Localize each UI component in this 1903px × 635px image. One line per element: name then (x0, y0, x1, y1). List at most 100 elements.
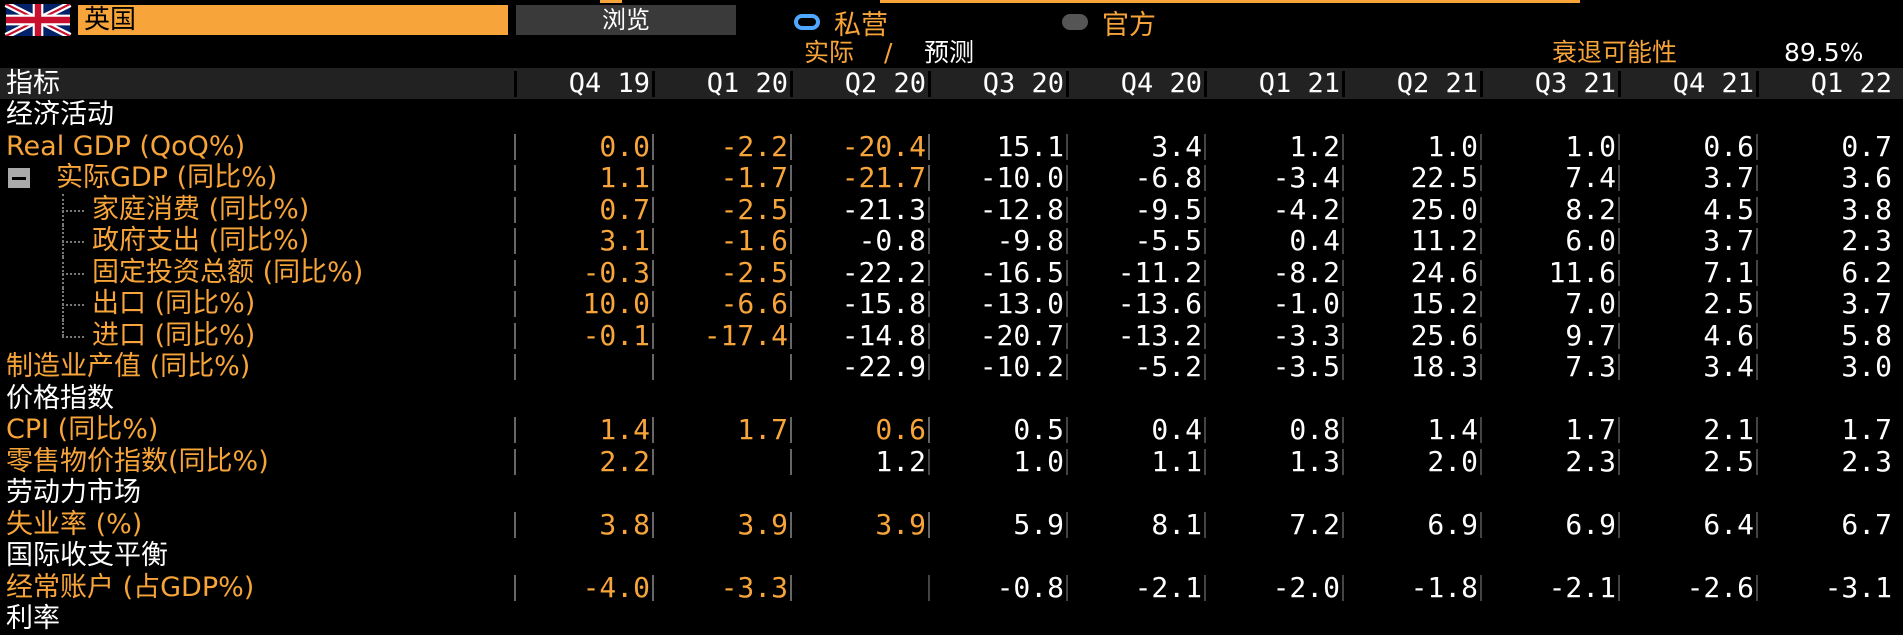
data-cell[interactable]: 1.1 (1151, 444, 1202, 478)
table-row[interactable]: 家庭消费 (同比%) 0.7 -2.5 -21.3 -12.8 -9.5 -4.2 25.0 8… (0, 192, 1903, 226)
data-cell[interactable]: -3.5 (1272, 350, 1340, 383)
data-cell[interactable]: 22.5 (1410, 161, 1478, 194)
table-row[interactable]: 零售物价指数(同比%) 2.2 1.2 1.0 1.1 1.3 2.0 2.3 2.5 2.3 (0, 444, 1903, 478)
data-cell[interactable]: -2.2 (720, 129, 788, 163)
data-cell[interactable]: 3.0 (1841, 350, 1892, 383)
data-cell[interactable]: 3.8 (1841, 192, 1892, 226)
column-header[interactable]: Q1 20 (706, 68, 788, 99)
data-cell[interactable]: 18.3 (1410, 350, 1478, 383)
table-row[interactable]: 实际GDP (同比%) 1.1 -1.7 -21.7 -10.0 -6.8 -3.4 22.5… (0, 162, 1903, 194)
data-cell[interactable]: -22.9 (841, 350, 926, 383)
data-cell[interactable]: 6.2 (1841, 255, 1892, 289)
data-cell[interactable]: 6.9 (1427, 507, 1478, 541)
indicator-label[interactable]: 零售物价指数(同比%) (6, 445, 269, 477)
data-cell[interactable]: 3.7 (1703, 224, 1754, 257)
data-cell[interactable]: -20.7 (979, 318, 1064, 352)
data-cell[interactable]: -2.1 (1548, 570, 1616, 604)
data-cell[interactable]: 15.2 (1410, 287, 1478, 320)
data-cell[interactable]: 11.2 (1410, 224, 1478, 257)
data-cell[interactable]: -5.2 (1134, 350, 1202, 383)
data-cell[interactable]: 6.0 (1565, 224, 1616, 257)
data-cell[interactable]: 5.9 (1013, 507, 1064, 541)
data-cell[interactable]: 2.3 (1841, 444, 1892, 478)
data-cell[interactable]: -22.2 (841, 255, 926, 289)
data-cell[interactable]: 7.4 (1565, 161, 1616, 194)
data-cell[interactable]: 3.7 (1703, 161, 1754, 194)
data-cell[interactable] (664, 351, 788, 383)
data-cell[interactable]: 1.1 (599, 161, 650, 194)
indicator-label[interactable]: 失业率 (%) (6, 508, 143, 540)
data-cell[interactable]: -21.7 (841, 161, 926, 194)
indicator-label[interactable]: 经常账户 (占GDP%) (6, 571, 255, 603)
data-cell[interactable]: 3.1 (599, 224, 650, 257)
data-cell[interactable]: 1.2 (875, 444, 926, 478)
data-cell[interactable]: -17.4 (703, 318, 788, 352)
data-cell[interactable]: -0.8 (996, 570, 1064, 604)
data-cell[interactable]: 8.2 (1565, 192, 1616, 226)
data-cell[interactable]: 6.9 (1565, 507, 1616, 541)
data-cell[interactable]: 2.0 (1427, 444, 1478, 478)
data-cell[interactable]: -13.6 (1117, 287, 1202, 320)
data-cell[interactable]: -3.1 (1824, 570, 1892, 604)
data-cell[interactable]: -9.5 (1134, 192, 1202, 226)
column-header[interactable]: Q1 21 (1258, 68, 1340, 99)
column-header[interactable]: Q2 20 (844, 68, 926, 99)
data-cell[interactable]: 1.3 (1289, 444, 1340, 478)
data-cell[interactable]: 3.9 (875, 507, 926, 541)
data-cell[interactable]: -2.6 (1686, 570, 1754, 604)
data-cell[interactable]: 3.8 (599, 507, 650, 541)
data-cell[interactable]: -6.8 (1134, 161, 1202, 194)
column-header[interactable]: Q4 21 (1672, 68, 1754, 99)
data-cell[interactable]: -13.0 (979, 287, 1064, 320)
data-cell[interactable]: 6.7 (1841, 507, 1892, 541)
data-cell[interactable]: 4.6 (1703, 318, 1754, 352)
column-header[interactable]: Q2 21 (1396, 68, 1478, 99)
data-cell[interactable]: -4.2 (1272, 192, 1340, 226)
table-row[interactable]: 出口 (同比%) 10.0 -6.6 -15.8 -13.0 -13.6 -1.0 15.2 7… (0, 288, 1903, 320)
data-cell[interactable]: 0.8 (1289, 413, 1340, 446)
radio-official[interactable]: 官方 (1062, 8, 1156, 41)
data-cell[interactable]: 2.3 (1841, 224, 1892, 257)
data-cell[interactable]: -1.6 (720, 224, 788, 257)
data-cell[interactable]: 3.4 (1703, 350, 1754, 383)
table-row[interactable]: 政府支出 (同比%) 3.1 -1.6 -0.8 -9.8 -5.5 0.4 11.2 6.0 3… (0, 225, 1903, 257)
data-cell[interactable]: -2.1 (1134, 570, 1202, 604)
data-cell[interactable]: -5.5 (1134, 224, 1202, 257)
indicator-label[interactable]: 进口 (同比%) (92, 319, 256, 351)
data-cell[interactable]: 9.7 (1565, 318, 1616, 352)
data-cell[interactable]: 3.7 (1841, 287, 1892, 320)
data-cell[interactable]: 2.3 (1565, 444, 1616, 478)
data-cell[interactable]: 3.9 (737, 507, 788, 541)
indicator-label[interactable]: 出口 (同比%) (92, 288, 256, 319)
indicator-label[interactable]: 政府支出 (同比%) (92, 225, 310, 256)
column-header[interactable]: Q3 21 (1534, 68, 1616, 99)
data-cell[interactable]: -2.5 (720, 192, 788, 226)
data-cell[interactable] (526, 351, 650, 383)
data-cell[interactable]: -13.2 (1117, 318, 1202, 352)
browse-button[interactable]: 浏览 (516, 5, 736, 35)
data-cell[interactable]: -0.3 (582, 255, 650, 289)
data-cell[interactable]: 1.7 (1841, 413, 1892, 446)
table-row[interactable]: 进口 (同比%) -0.1 -17.4 -14.8 -20.7 -13.2 -3.3 25.6… (0, 318, 1903, 352)
data-cell[interactable]: 0.6 (1703, 129, 1754, 163)
data-cell[interactable]: -10.2 (979, 350, 1064, 383)
column-header[interactable]: Q3 20 (982, 68, 1064, 99)
data-cell[interactable]: -15.8 (841, 287, 926, 320)
table-row[interactable]: 制造业产值 (同比%) -22.9 -10.2 -5.2 -3.5 18.3 7.3 3.4 3… (0, 351, 1903, 383)
data-cell[interactable]: 0.7 (1841, 129, 1892, 163)
data-cell[interactable]: 7.1 (1703, 255, 1754, 289)
collapse-icon[interactable] (8, 168, 30, 188)
data-cell[interactable]: -3.4 (1272, 161, 1340, 194)
country-field[interactable]: 英国 (78, 5, 508, 35)
data-cell[interactable]: -0.1 (582, 318, 650, 352)
data-cell[interactable]: 25.6 (1410, 318, 1478, 352)
data-cell[interactable]: -1.7 (720, 161, 788, 194)
table-row[interactable]: CPI (同比%) 1.4 1.7 0.6 0.5 0.4 0.8 1.4 1.7 2.1 1.7 (0, 414, 1903, 446)
data-cell[interactable]: 2.5 (1703, 287, 1754, 320)
data-cell[interactable]: 4.5 (1703, 192, 1754, 226)
data-cell[interactable]: 3.6 (1841, 161, 1892, 194)
data-cell[interactable]: -16.5 (979, 255, 1064, 289)
data-cell[interactable]: 15.1 (996, 129, 1064, 163)
data-cell[interactable]: 3.4 (1151, 129, 1202, 163)
radio-private[interactable]: 私营 (794, 8, 888, 41)
